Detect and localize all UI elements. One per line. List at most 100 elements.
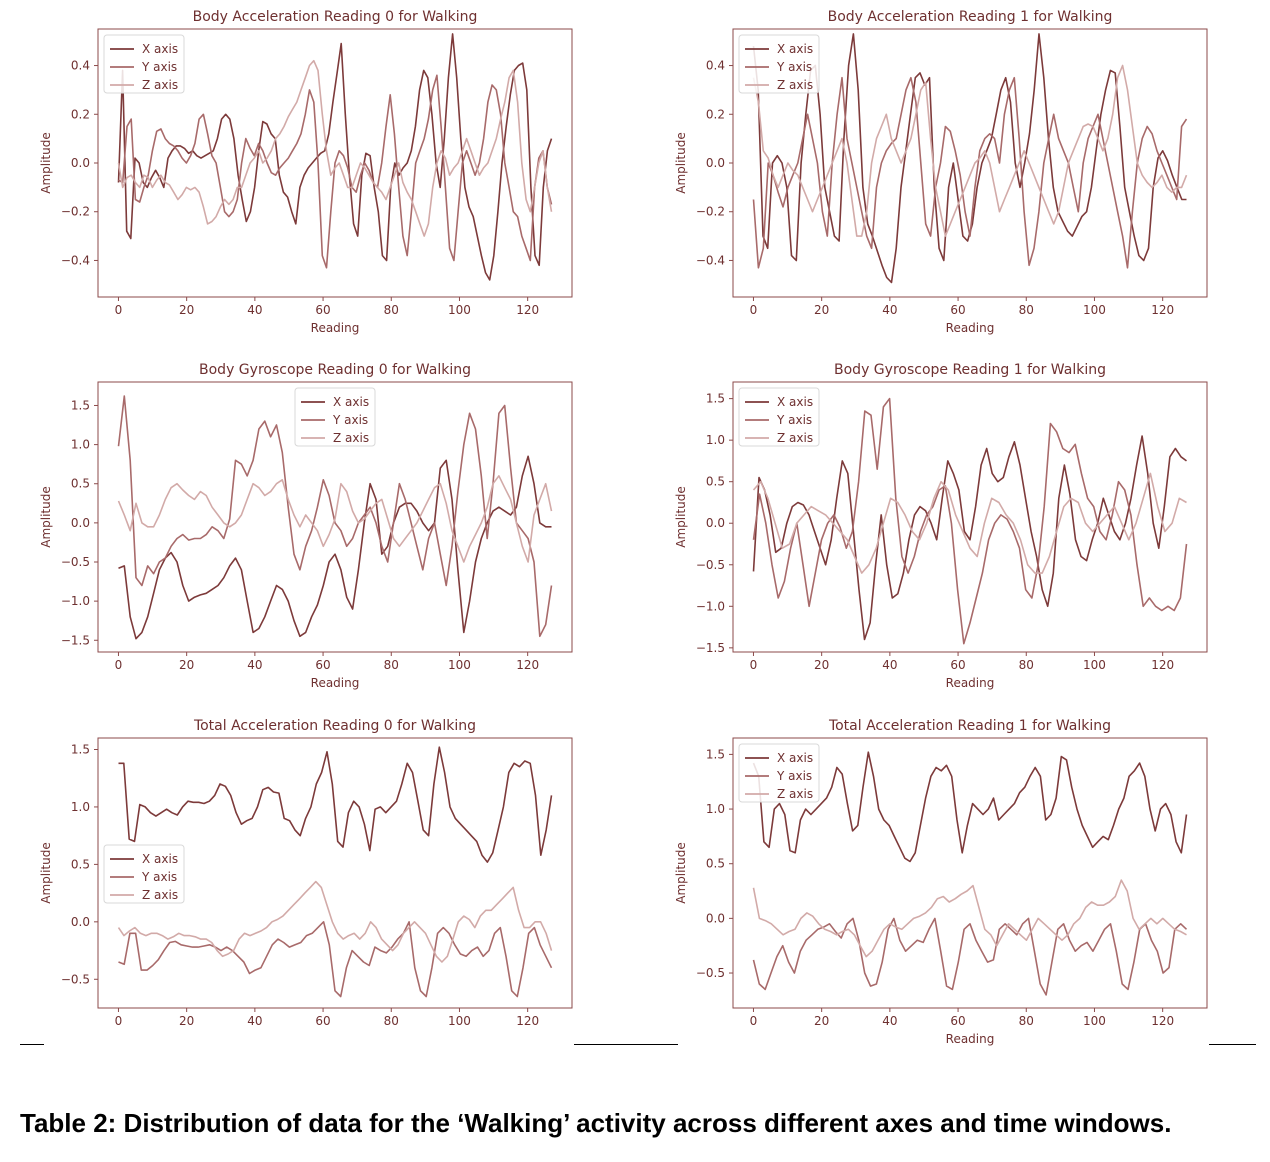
y-axis-label: Amplitude [674, 842, 688, 904]
y-tick-label: 0.2 [71, 107, 90, 121]
y-tick-label: 1.0 [706, 433, 725, 447]
x-tick-label: 60 [950, 658, 965, 672]
y-tick-label: 0.5 [71, 857, 90, 871]
x-tick-label: 0 [115, 303, 123, 317]
x-tick-label: 80 [1019, 303, 1034, 317]
x-tick-label: 120 [1151, 303, 1174, 317]
y-axis-label: Amplitude [39, 132, 53, 194]
x-tick-label: 120 [516, 1014, 539, 1028]
figure-caption: Table 2: Distribution of data for the ‘W… [20, 1108, 1172, 1138]
legend-label: Y axis [332, 413, 368, 427]
series-line-z-axis [752, 879, 1187, 958]
x-tick-label: 120 [516, 303, 539, 317]
x-tick-label: 100 [1083, 303, 1106, 317]
y-tick-label: 1.0 [71, 800, 90, 814]
legend: X axis Y axis Z axis [738, 34, 820, 94]
x-tick-label: 40 [882, 303, 897, 317]
series-line-y-axis [752, 397, 1188, 645]
y-tick-label: −0.4 [61, 253, 90, 267]
x-tick-label: 120 [516, 658, 539, 672]
y-tick-label: 0.4 [71, 59, 90, 73]
y-tick-label: −0.5 [696, 558, 725, 572]
x-tick-label: 20 [814, 303, 829, 317]
plot-frame [97, 737, 573, 1009]
series-line-z-axis [752, 64, 1188, 237]
chart-panel-3: 0 20 40 60 80 100 120 −1.5 −1.0 −0.5 0.0 0.5 1.0 1.5 B… [674, 362, 1208, 690]
y-tick-label: 1.0 [706, 802, 725, 816]
legend-label: X axis [777, 751, 813, 765]
legend-label: Z axis [333, 431, 369, 445]
legend-label: X axis [142, 42, 178, 56]
y-tick-label: 1.5 [71, 398, 90, 412]
chart-panel-1: 0 20 40 60 80 100 120 −0.4 −0.2 0.0 0.2 0.4 Body Acc… [674, 9, 1208, 335]
y-tick-label: −0.2 [696, 205, 725, 219]
y-tick-label: 1.5 [706, 747, 725, 761]
x-tick-label: 20 [814, 1014, 829, 1028]
y-tick-label: 1.0 [71, 438, 90, 452]
legend: X axis Y axis Z axis [738, 387, 820, 447]
series-line-y-axis [752, 917, 1188, 996]
legend-label: X axis [142, 852, 178, 866]
chart-panel-2: 0 20 40 60 80 100 120 −1.5 −1.0 −0.5 0.0 0.5 1.0 1.5 B… [39, 362, 573, 690]
series-line-z-axis [117, 880, 553, 963]
y-axis-label: Amplitude [39, 486, 53, 548]
legend-label: Z axis [777, 431, 813, 445]
x-tick-label: 0 [750, 303, 758, 317]
series-line-z-axis [752, 472, 1187, 574]
x-tick-label: 40 [247, 1014, 262, 1028]
y-tick-label: −0.4 [696, 253, 725, 267]
chart-panel-0: 0 20 40 60 80 100 120 −0.4 −0.2 0.0 0.2 0.4 Body Acc… [39, 9, 573, 335]
x-axis-label: Reading [311, 676, 360, 690]
x-tick-label: 80 [1019, 1014, 1034, 1028]
x-tick-label: 0 [750, 658, 758, 672]
series-line-x-axis [752, 751, 1188, 863]
legend: X axis Y axis Z axis [103, 34, 185, 94]
x-tick-label: 120 [1151, 1014, 1174, 1028]
legend-label: Y axis [776, 60, 812, 74]
legend-label: Y axis [141, 60, 177, 74]
chart-panel-5: 0 20 40 60 80 100 120 −0.5 0.0 0.5 1.0 1.5 Total Acc… [674, 718, 1208, 1046]
legend-label: Y axis [776, 413, 812, 427]
legend-label: Z axis [142, 888, 178, 902]
series-line-x-axis [752, 435, 1187, 641]
legend-label: X axis [333, 395, 369, 409]
series-line-x-axis [118, 455, 552, 640]
x-tick-label: 60 [950, 1014, 965, 1028]
series-line-y-axis [117, 395, 553, 638]
legend: X axis Y axis Z axis [103, 844, 185, 904]
series-line-y-axis [118, 920, 553, 998]
legend-label: Y axis [141, 870, 177, 884]
x-tick-label: 40 [882, 658, 897, 672]
y-tick-label: 0.0 [71, 516, 90, 530]
x-tick-label: 80 [384, 658, 399, 672]
y-tick-label: −1.5 [61, 633, 90, 647]
y-tick-label: 0.0 [706, 911, 725, 925]
plot-frame [97, 381, 573, 653]
chart-title: Body Gyroscope Reading 0 for Walking [199, 362, 471, 378]
y-tick-label: 1.5 [706, 392, 725, 406]
series-line-z-axis [117, 475, 553, 563]
y-tick-label: 0.5 [706, 857, 725, 871]
series-line-x-axis [117, 33, 553, 281]
x-axis-label: Reading [946, 1032, 995, 1046]
legend-label: Z axis [777, 78, 813, 92]
y-tick-label: −0.2 [61, 205, 90, 219]
legend-label: X axis [777, 42, 813, 56]
x-tick-label: 100 [448, 1014, 471, 1028]
y-tick-label: −1.5 [696, 641, 725, 655]
chart-panel-4: 0 20 40 60 80 100 120 −0.5 0.0 0.5 1.0 1.5 Total Acc… [39, 718, 573, 1028]
y-tick-label: 0.0 [706, 516, 725, 530]
legend-label: Z axis [142, 78, 178, 92]
legend: X axis Y axis Z axis [294, 387, 376, 447]
plot-frame [732, 737, 1208, 1009]
y-tick-label: −0.5 [61, 555, 90, 569]
x-tick-label: 100 [1083, 1014, 1106, 1028]
x-tick-label: 80 [1019, 658, 1034, 672]
x-tick-label: 0 [750, 1014, 758, 1028]
y-tick-label: −0.5 [61, 972, 90, 986]
legend-label: Z axis [777, 787, 813, 801]
series-line-z-axis [117, 59, 553, 237]
x-tick-label: 0 [115, 658, 123, 672]
x-tick-label: 100 [1083, 658, 1106, 672]
x-tick-label: 60 [315, 658, 330, 672]
